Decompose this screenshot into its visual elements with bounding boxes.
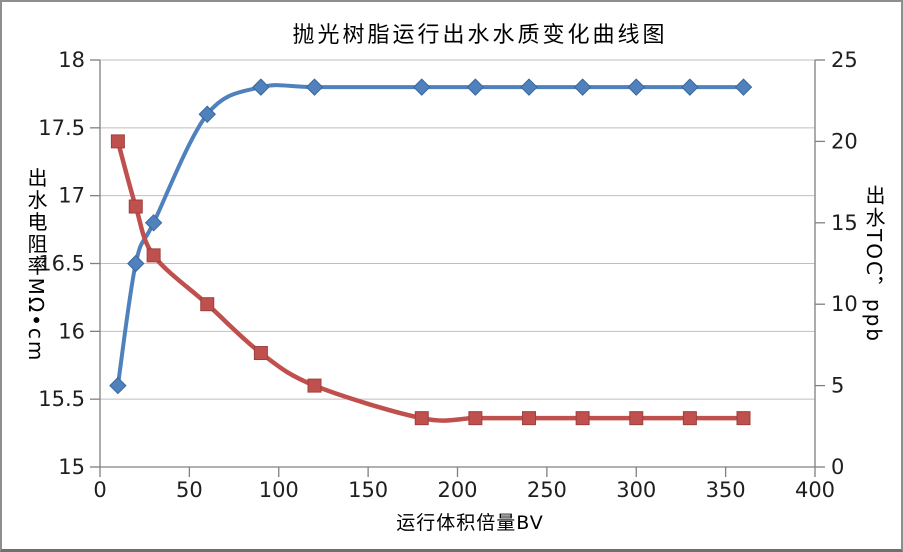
x-tick-label: 100 <box>259 478 299 502</box>
y-left-tick-label: 18 <box>58 48 85 72</box>
marker-diamond <box>466 78 485 96</box>
right-axis-title: 出水TOC，ppb <box>862 184 886 344</box>
x-tick-label: 150 <box>348 478 388 502</box>
x-tick-label: 50 <box>176 478 203 502</box>
marker-square <box>307 378 322 393</box>
y-right-tick-label: 0 <box>831 455 844 479</box>
marker-diamond <box>413 78 431 96</box>
x-tick-label: 300 <box>616 478 656 502</box>
marker-square <box>736 411 751 426</box>
marker-diamond <box>520 78 538 96</box>
marker-diamond <box>144 214 163 232</box>
y-left-tick-label: 17.5 <box>38 116 85 140</box>
marker-diamond <box>573 78 592 96</box>
left-axis-title: 出水电阻率MΩ•cm <box>24 167 48 363</box>
marker-diamond <box>305 78 324 96</box>
marker-square <box>253 346 268 361</box>
chart-title: 抛光树脂运行出水水质变化曲线图 <box>292 23 668 48</box>
marker-square <box>468 411 483 426</box>
x-tick-label: 350 <box>706 478 746 502</box>
y-left-tick-label: 17 <box>58 184 85 208</box>
series-line-2 <box>115 139 746 423</box>
marker-diamond <box>252 78 270 96</box>
marker-square <box>200 297 215 312</box>
y-right-tick-label: 25 <box>831 48 858 72</box>
marker-square <box>522 411 536 426</box>
marker-square <box>682 411 697 426</box>
series-line-1 <box>115 83 746 388</box>
marker-square <box>575 411 590 426</box>
y-right-tick-label: 15 <box>831 211 858 235</box>
x-tick-label: 200 <box>437 478 477 502</box>
marker-diamond <box>681 78 699 96</box>
y-left-tick-label: 15 <box>58 455 85 479</box>
x-tick-label: 400 <box>795 478 835 502</box>
y-right-tick-label: 10 <box>831 292 858 316</box>
y-right-tick-label: 5 <box>831 374 844 398</box>
x-tick-label: 0 <box>93 478 106 502</box>
marker-diamond <box>127 254 145 273</box>
marker-square <box>629 411 644 426</box>
x-axis-title: 运行体积倍量BV <box>396 512 544 534</box>
y-left-tick-label: 16 <box>58 319 85 343</box>
marker-diamond <box>109 376 127 395</box>
y-left-tick-label: 15.5 <box>38 387 85 411</box>
marker-square <box>146 248 161 263</box>
marker-diamond <box>627 78 645 96</box>
marker-square <box>128 199 143 214</box>
marker-square <box>110 134 125 149</box>
marker-square <box>414 411 429 426</box>
x-tick-label: 250 <box>527 478 567 502</box>
marker-diamond <box>734 78 753 96</box>
y-right-tick-label: 20 <box>831 129 858 153</box>
marker-diamond <box>198 105 216 123</box>
y-left-tick-label: 16.5 <box>38 252 85 276</box>
